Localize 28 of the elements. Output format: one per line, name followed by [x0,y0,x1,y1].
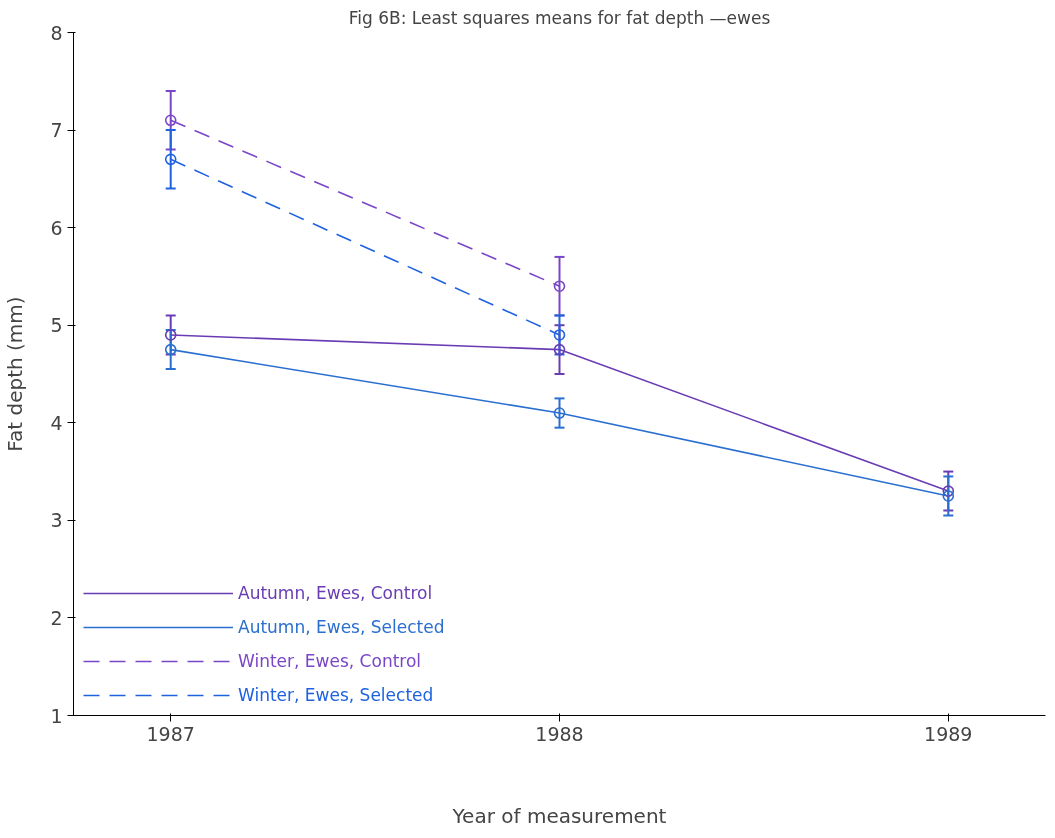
x-tick-label: 1989 [924,722,973,745]
point [553,407,566,419]
point [553,343,566,356]
y-tick-label: 2 [50,606,63,629]
text: Winter, Ewes, Control [238,651,422,671]
point [164,329,177,341]
point [553,280,566,292]
point [164,343,177,356]
text: Autumn, Ewes, Control [238,583,433,603]
point [942,490,955,502]
y-tick-label: 8 [50,21,63,44]
y-tick-label: 1 [50,704,63,727]
y-tick-label: 7 [50,119,63,142]
point [553,329,566,341]
y-tick-label: 3 [50,509,63,532]
x-tick-label: 1988 [535,722,584,745]
x-axis-title: Year of measurement [451,803,667,828]
point [164,153,177,166]
y-tick-label: 5 [50,314,63,337]
chart-title: Fig 6B: Least squares means for fat depth —ewes [348,7,771,28]
text: Winter, Ewes, Selected [238,685,434,705]
x-tick-label: 1987 [146,722,195,745]
y-axis-title: Fat depth (mm) [3,296,28,452]
point [164,114,177,127]
y-tick-label: 4 [50,411,63,434]
y-tick-label: 6 [50,216,63,239]
point [942,485,955,497]
text: Autumn, Ewes, Selected [238,617,445,637]
